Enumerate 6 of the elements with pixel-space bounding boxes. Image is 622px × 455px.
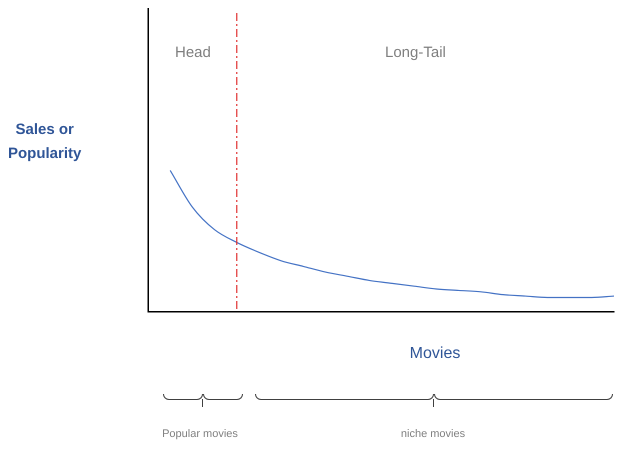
x-axis-title: Movies — [410, 345, 460, 363]
text: Popular movies — [162, 428, 238, 440]
text: niche movies — [400, 428, 466, 440]
text: Long-Tail — [385, 44, 446, 61]
y-axis-title: Sales or Popularity — [8, 120, 82, 164]
text: Head — [175, 44, 211, 61]
